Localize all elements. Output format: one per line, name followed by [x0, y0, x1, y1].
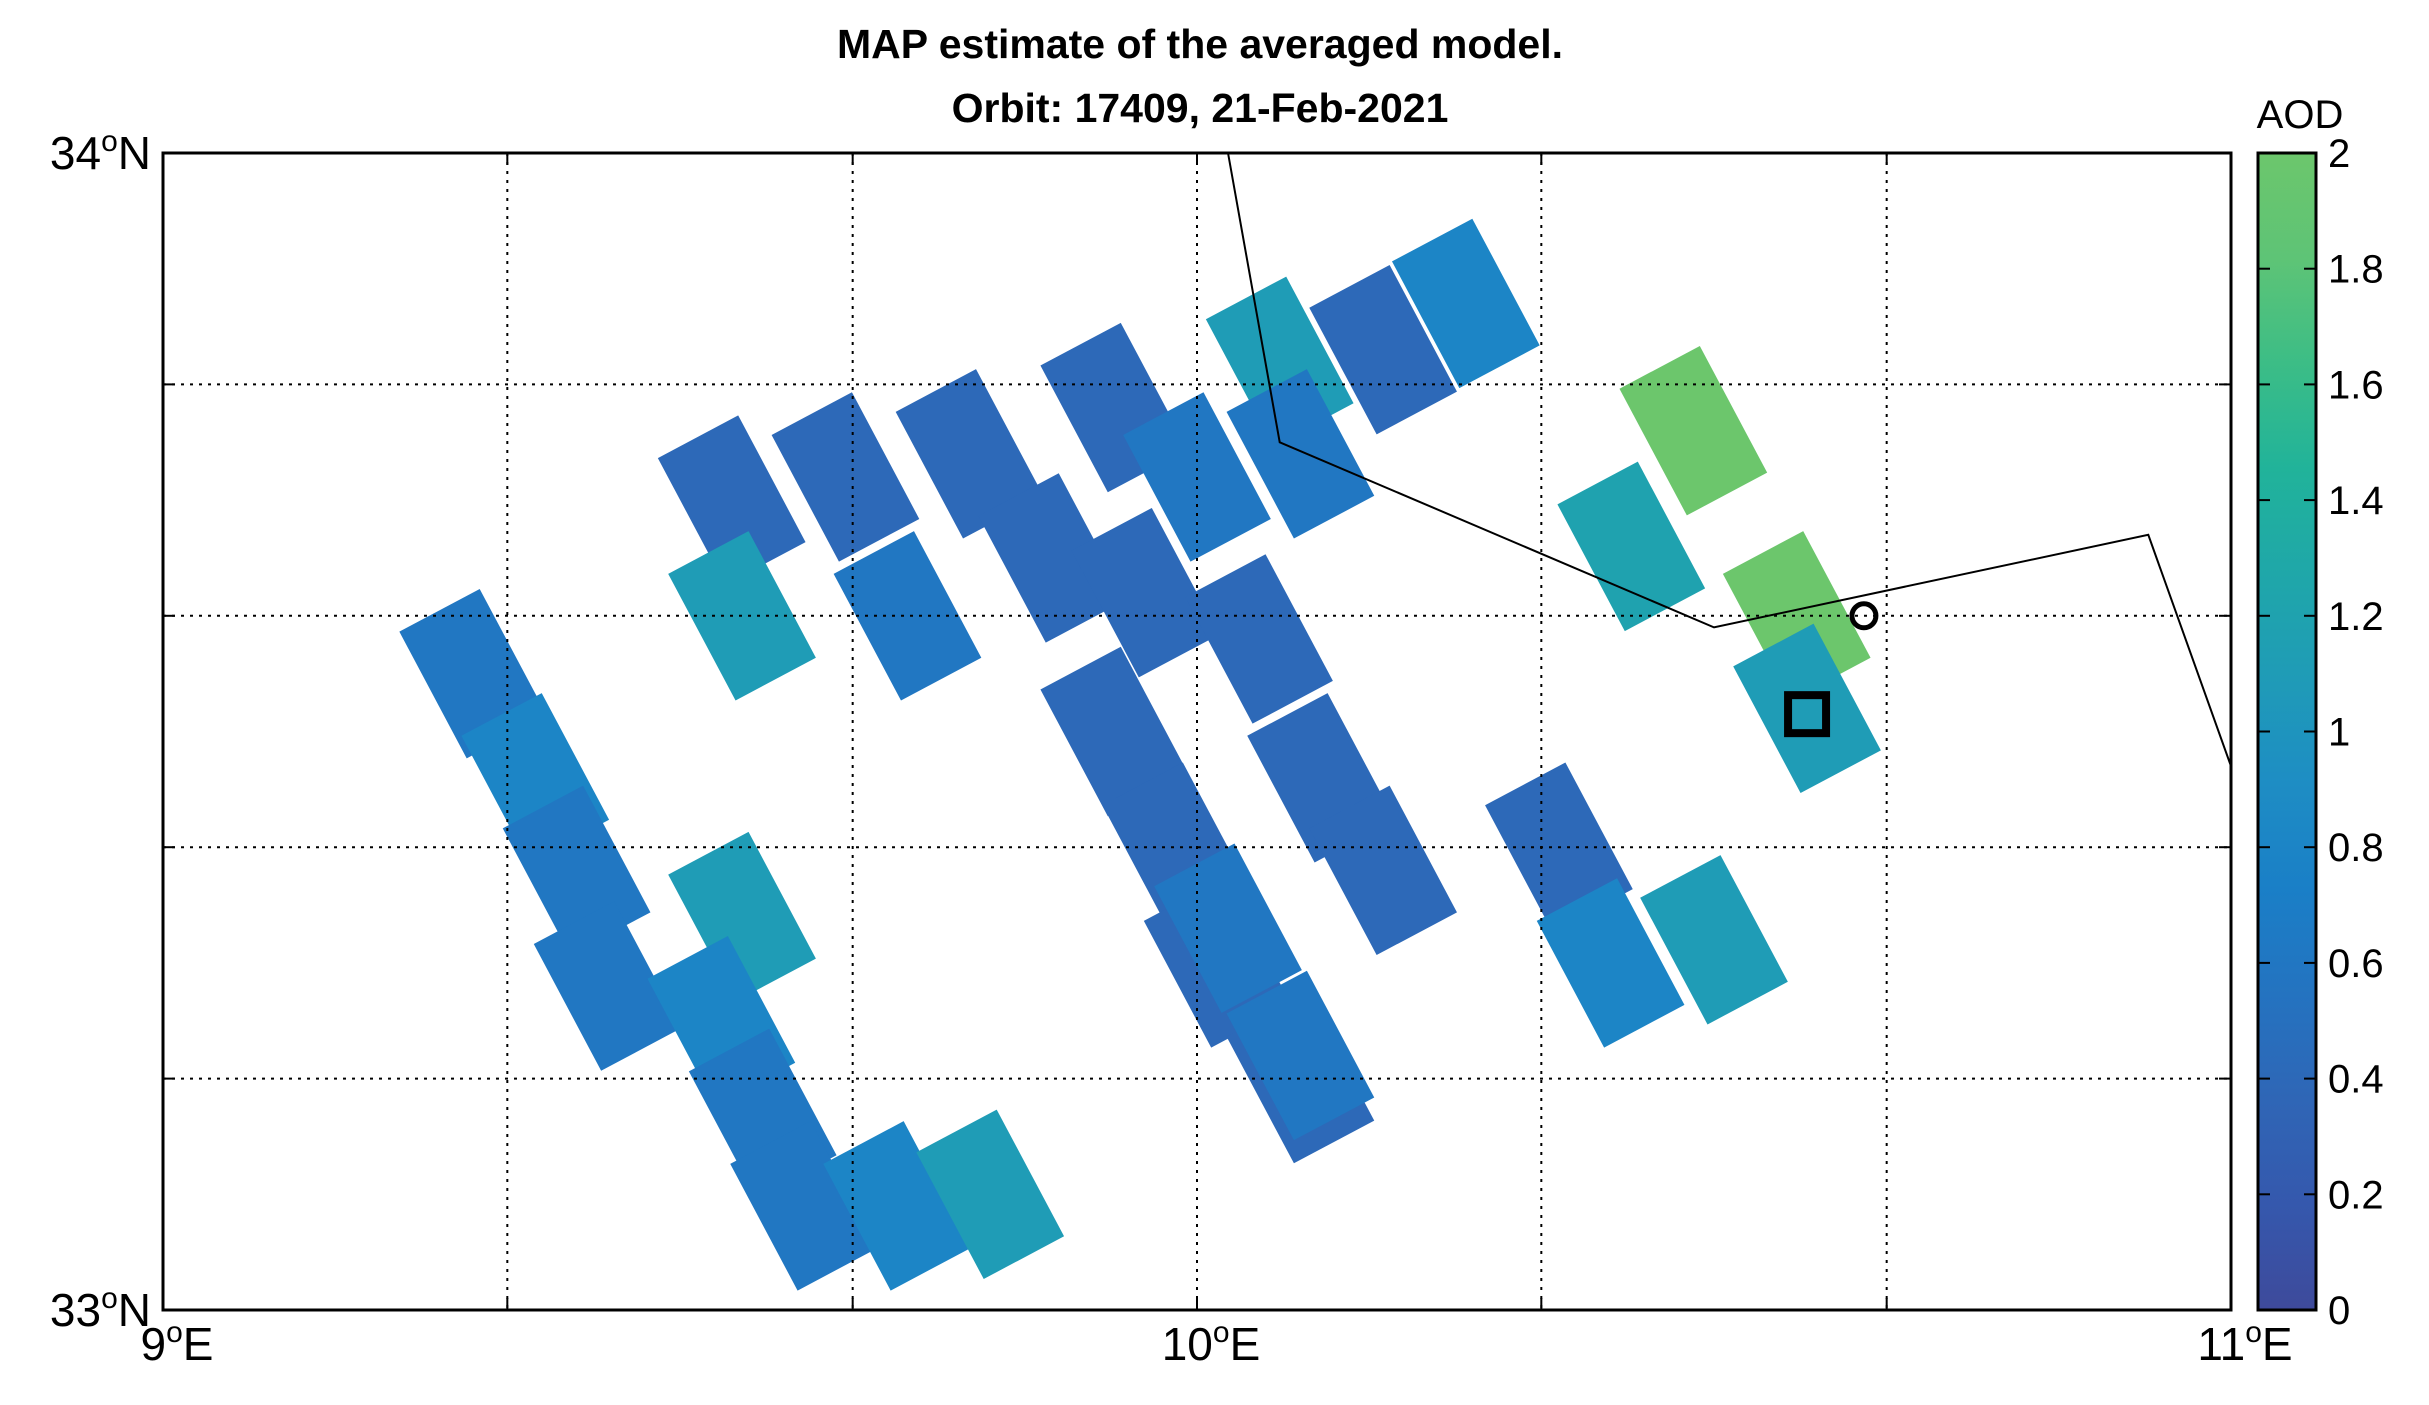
aod-pixel	[833, 531, 982, 701]
aod-pixel	[668, 531, 816, 701]
colorbar: AOD 0 0.2 0.4 0.6 0.8 1 1.2 1.4 1.6 1.8 2	[2256, 93, 2384, 1333]
aod-pixel	[1185, 554, 1333, 724]
aod-pixel	[1536, 878, 1685, 1048]
colorbar-tick-label: 2	[2328, 132, 2350, 176]
y-tick-label: 33oN	[50, 1282, 151, 1336]
aod-pixel	[1722, 531, 1871, 701]
aod-pixel	[657, 415, 806, 585]
colorbar-tick-label: 0.4	[2328, 1058, 2384, 1102]
colorbar-tick-label: 0.6	[2328, 942, 2384, 986]
aod-pixel	[1640, 855, 1788, 1025]
aod-pixel	[771, 392, 920, 562]
aod-pixels	[399, 218, 1881, 1291]
graticule	[163, 153, 2231, 1310]
colorbar-tick-label: 1.6	[2328, 363, 2384, 407]
aod-pixel	[1557, 461, 1706, 632]
aod-pixel	[1040, 646, 1189, 817]
aod-pixel	[1733, 623, 1881, 794]
chart-subtitle: Orbit: 17409, 21-Feb-2021	[952, 85, 1449, 131]
colorbar-ticks: 0 0.2 0.4 0.6 0.8 1 1.2 1.4 1.6 1.8 2	[2258, 132, 2384, 1333]
aod-pixel	[916, 1109, 1065, 1279]
x-tick-label: 11oE	[2197, 1316, 2292, 1370]
aod-pixel	[1123, 392, 1271, 562]
aod-pixel	[823, 1121, 971, 1291]
station-circle-marker	[1849, 601, 1879, 631]
aod-pixel	[1154, 843, 1302, 1013]
chart-title: MAP estimate of the averaged model.	[837, 21, 1563, 67]
colorbar-tick-label: 1.8	[2328, 248, 2384, 292]
x-tick-labels: 9oE 10oE 11oE	[141, 1316, 2293, 1370]
aod-pixel	[1619, 345, 1768, 516]
overlays	[1227, 152, 2232, 767]
colorbar-label: AOD	[2257, 93, 2344, 137]
x-tick-label: 10oE	[1162, 1316, 1261, 1370]
aod-pixel	[1309, 264, 1457, 435]
colorbar-tick-label: 1.2	[2328, 595, 2384, 639]
aod-pixel	[1226, 369, 1375, 539]
plot-frame	[161, 151, 2233, 1312]
colorbar-tick-label: 1.4	[2328, 479, 2384, 523]
aod-pixel	[533, 901, 682, 1071]
aod-pixel	[895, 369, 1044, 539]
aod-pixel	[730, 1121, 878, 1291]
aod-pixel	[1391, 218, 1540, 389]
colorbar-tick-label: 1	[2328, 711, 2350, 755]
x-tick-label: 9oE	[141, 1316, 214, 1370]
colorbar-tick-label: 0.8	[2328, 826, 2384, 870]
y-tick-labels: 33oN 34oN	[50, 125, 151, 1336]
aod-pixel	[1309, 785, 1457, 956]
aod-pixel	[668, 831, 816, 1002]
aod-pixel	[1226, 970, 1375, 1141]
colorbar-tick-label: 0.2	[2328, 1173, 2384, 1217]
y-tick-label: 34oN	[50, 125, 151, 179]
border-line	[1227, 152, 2232, 767]
aod-pixel	[978, 473, 1127, 643]
colorbar-tick-label: 0	[2328, 1289, 2350, 1333]
station-square-marker	[1784, 691, 1831, 738]
aod-pixel	[1071, 507, 1220, 678]
